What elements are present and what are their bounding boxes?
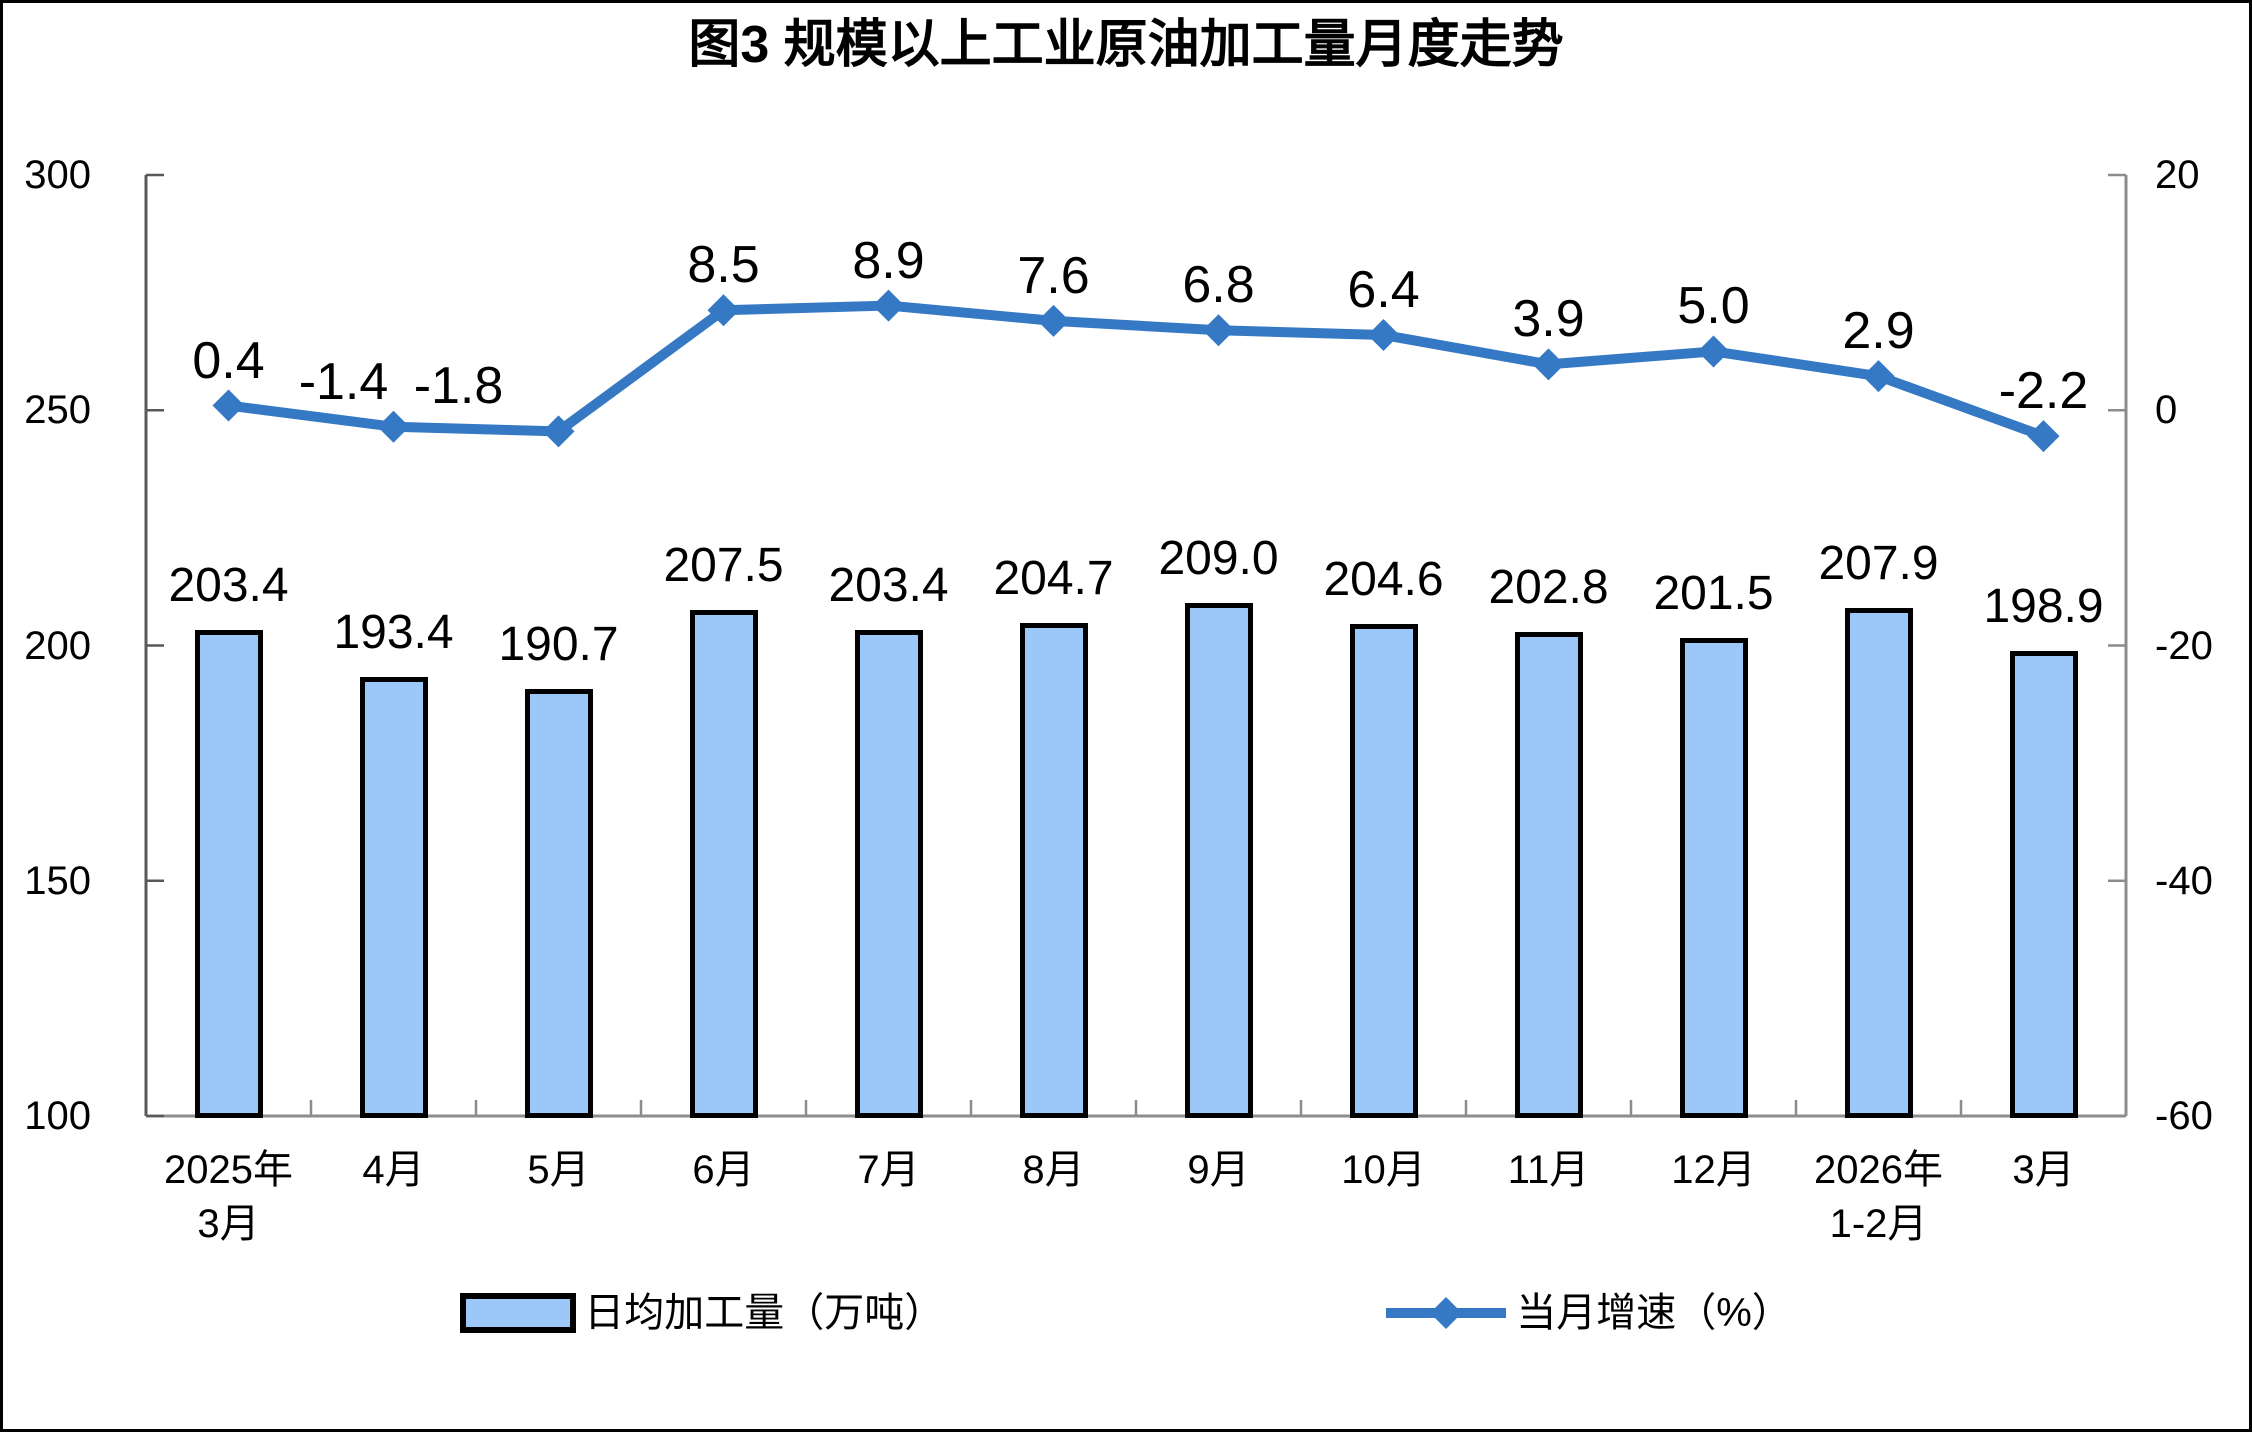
line-point-marker xyxy=(1532,348,1565,381)
plot-area: 203.4 193.4 190.7 207.5 203.4 204.7 209.0 204.6… xyxy=(3,3,2249,1429)
bar-value-label: 201.5 xyxy=(1653,567,1774,621)
bar-value-label: 203.4 xyxy=(168,558,289,612)
legend: 日均加工量（万吨） 当月增速（%） xyxy=(3,1289,2249,1337)
axes-and-line-layer xyxy=(144,173,2128,1118)
line-point-marker xyxy=(212,389,245,422)
y-axis-tick-label-right: -40 xyxy=(2155,858,2213,903)
x-axis-label: 2026年 1-2月 xyxy=(1814,1148,1943,1246)
line-value-label: 0.4 xyxy=(192,331,265,390)
line-value-label: -1.4 xyxy=(298,352,389,411)
line-series-swatch xyxy=(1386,1297,1507,1329)
x-axis-label: 10月 xyxy=(1341,1148,1426,1192)
line-point-marker xyxy=(1862,360,1895,393)
bar xyxy=(1019,623,1088,1118)
x-axis-label: 7月 xyxy=(857,1148,920,1192)
line-point-marker xyxy=(377,410,410,443)
x-axis-label: 11月 xyxy=(1507,1148,1590,1192)
x-axis-label: 9月 xyxy=(1187,1148,1250,1192)
line-value-label: 8.9 xyxy=(852,231,925,290)
line-point-marker xyxy=(1202,314,1235,347)
bar-value-label: 203.4 xyxy=(828,558,949,612)
line-point-marker xyxy=(872,289,905,322)
y-axis-tick-label-right: -20 xyxy=(2155,623,2213,668)
bar xyxy=(854,629,923,1118)
y-axis-tick-label-left: 150 xyxy=(24,858,91,903)
bar xyxy=(1679,638,1748,1118)
bar xyxy=(1514,632,1583,1118)
line-series xyxy=(227,300,2046,441)
bar-value-label: 198.9 xyxy=(1983,579,2104,633)
line-value-label: 5.0 xyxy=(1677,277,1750,336)
legend-item-bar: 日均加工量（万吨） xyxy=(460,1289,944,1337)
line-value-label: -2.2 xyxy=(1998,362,2089,421)
line-value-label: 6.8 xyxy=(1182,256,1255,315)
line-value-label: 2.9 xyxy=(1842,302,1915,361)
x-axis-label: 5月 xyxy=(527,1148,590,1192)
chart-title: 图3 规模以上工业原油加工量月度走势 xyxy=(688,16,1564,74)
y-axis-tick-label-right: -60 xyxy=(2155,1094,2213,1138)
line-point-marker xyxy=(1367,318,1400,351)
bar-value-label: 190.7 xyxy=(498,618,619,672)
line-point-marker xyxy=(1037,304,1070,337)
x-axis-label: 6月 xyxy=(692,1148,755,1192)
line-value-label: 8.5 xyxy=(687,236,760,295)
y-axis-tick-label-left: 300 xyxy=(24,153,91,197)
x-axis-label: 3月 xyxy=(2012,1148,2075,1192)
legend-label-line: 当月增速（%） xyxy=(1516,1291,1792,1335)
bar xyxy=(359,676,428,1118)
line-value-label: 7.6 xyxy=(1017,246,1090,305)
bar xyxy=(1844,608,1913,1118)
line-value-label: 3.9 xyxy=(1512,290,1585,349)
bar xyxy=(524,689,593,1118)
x-axis-label: 8月 xyxy=(1022,1148,1085,1192)
y-axis-tick-label-left: 100 xyxy=(24,1094,91,1138)
legend-label-bar: 日均加工量（万吨） xyxy=(584,1291,945,1335)
bar-value-label: 204.7 xyxy=(993,552,1114,606)
bar xyxy=(2009,650,2078,1118)
bar-value-label: 207.5 xyxy=(663,539,784,593)
bar-series-swatch xyxy=(460,1293,577,1333)
bar-value-label: 202.8 xyxy=(1488,561,1609,615)
x-axis-label: 4月 xyxy=(362,1148,425,1192)
bar xyxy=(689,610,758,1118)
line-point-marker xyxy=(542,415,575,448)
y-axis-tick-label-left: 200 xyxy=(24,623,91,668)
y-axis-tick-label-left: 250 xyxy=(24,388,91,433)
x-axis-label: 2025年 3月 xyxy=(164,1148,293,1246)
x-axis-label: 12月 xyxy=(1671,1148,1756,1192)
bar-value-label: 207.9 xyxy=(1818,537,1939,591)
bar xyxy=(1184,603,1253,1118)
bar xyxy=(194,629,263,1118)
line-point-marker xyxy=(1697,335,1730,368)
bar-value-label: 209.0 xyxy=(1158,532,1279,586)
bar-value-label: 204.6 xyxy=(1323,552,1444,606)
bar xyxy=(1349,623,1418,1118)
y-axis-tick-label-right: 20 xyxy=(2155,153,2200,197)
line-value-label: 6.4 xyxy=(1347,260,1420,319)
line-point-marker xyxy=(2027,420,2060,453)
y-axis-tick-label-right: 0 xyxy=(2155,388,2178,433)
bar-value-label: 193.4 xyxy=(333,605,454,659)
line-point-marker xyxy=(707,294,740,327)
legend-item-line: 当月增速（%） xyxy=(1384,1289,1792,1337)
line-value-label: -1.8 xyxy=(413,357,504,416)
